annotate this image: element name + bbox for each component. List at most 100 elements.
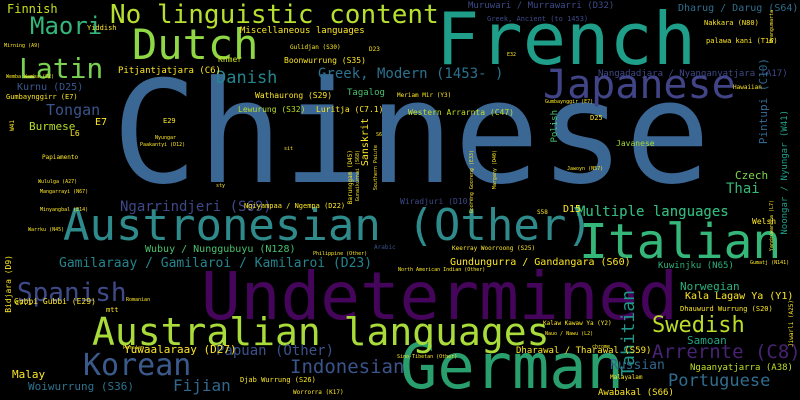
word-minyangbal: Minyangbal (E14) (40, 207, 89, 213)
word-meriam-mir: Meriam Mir (Y3) (397, 92, 452, 99)
word-french: French (436, 0, 697, 81)
word-pintupi: Pintupi (C10) (757, 58, 770, 145)
word-sino-tibetan: Sino-Tibetan (Other) (397, 354, 458, 360)
word-misc-languages: Miscellaneous languages (240, 26, 365, 36)
word-tongan: Tongan (46, 101, 101, 119)
word-papuan-other: Papuan (Other) (216, 343, 335, 359)
word-latin: Latin (19, 52, 104, 85)
word-kuwinjku: Kuwinjku (N65) (658, 261, 734, 271)
word-gamilaraay: Gamilaraay / Gamilaroi / Kamilaroi (D23) (59, 256, 373, 271)
word-sanskrit: Sanskrit (360, 118, 371, 167)
word-pitjantjatjara: Pitjantjatjara (C6) (118, 66, 221, 76)
word-spanish: Spanish (17, 278, 127, 308)
word-kalaw-kawaw-ya: Kalaw Kawaw Ya (Y2) (543, 320, 612, 327)
word-c71: L6 (70, 129, 80, 138)
word-multiple-languages-2: Multiple languages (577, 204, 729, 220)
word-palawa-kani: palawa kani (T16) (706, 37, 778, 45)
word-gunaikurnai: Gunaikurnai (S68) (355, 150, 361, 202)
word-e29: C7.1 (15, 299, 32, 307)
word-noongar: Noongar / Nyungar (W41) (780, 110, 790, 235)
word-greek-ancient: Greek, Ancient (to 1453) (487, 15, 589, 23)
word-wathaurong: Wathaurong (S29) (255, 91, 333, 100)
word-jaru: W41 (9, 120, 16, 131)
word-djab-wurrung: Djab Wurrung (S26) (240, 376, 316, 384)
word-lis: D15 (563, 204, 582, 215)
word-multiple-languages: Multiple languages (577, 204, 729, 220)
word-kurnu: Kurnu (D25) (17, 82, 84, 93)
word-north-american: North American Indian (Other) (398, 267, 486, 273)
word-fijian: Fijian (173, 376, 231, 395)
word-italian: Italian (579, 214, 782, 270)
word-chinese: Chinese (112, 51, 711, 216)
word-czech: Czech (735, 169, 769, 182)
word-gulidjan: Gulidjan (S30) (290, 44, 341, 51)
word-samoan: Samoan (687, 334, 727, 347)
word-arabic: Arabic (374, 244, 396, 251)
word-wubuy: Wubuy / Nunggubuyu (N128) (145, 244, 296, 255)
word-welsh: Welsh (752, 217, 777, 226)
word-southern-paiute: Southern Paiute (373, 145, 379, 191)
word-philippine: Philippine (Other) (313, 251, 368, 257)
word-finnish: Finnish (7, 2, 58, 16)
word-russian: Russian (610, 358, 665, 373)
word-jiwarli: Jiwarli (A25) (788, 300, 795, 347)
word-no-linguistic-content: No linguistic content (110, 0, 439, 30)
word-yiddish: Yiddish (87, 24, 117, 32)
word-nangadadjara: Nangadadjara / Nyanganyatjara (A17) (598, 69, 788, 79)
word-wemba-wemba: Wemba Wemba (S2) (6, 74, 55, 80)
word-worrorra: Worrorra (K17) (293, 389, 344, 396)
word-romanian: Romanian (126, 297, 151, 303)
word-mtt: mtt (106, 306, 119, 314)
word-portuguese: Portuguese (668, 371, 771, 391)
word-ngarrindjeri: Ngarrindjeri (S69) (120, 199, 272, 215)
word-yuwaalaraay: Yuwaalaraay (D27) (124, 343, 237, 356)
word-creoles: Mirning (A9) (4, 43, 41, 49)
word-nakkara: Nakkara (N80) (704, 19, 759, 27)
word-arrernte-c8: Arrernte (C8) (652, 341, 800, 363)
word-wululga: Mangarrayi (N67) (40, 189, 89, 195)
word-w41: D23 (369, 46, 380, 53)
word-wangaaybuwan: Paakantyi (D12) (140, 142, 186, 148)
word-papiamento: Papiamento (42, 154, 79, 161)
word-gooreng: Gooreng Gooreng (E33) (469, 150, 475, 214)
word-danish: Danish (216, 68, 278, 88)
word-maori: Maori (30, 12, 103, 40)
word-sit: S6 (376, 132, 383, 138)
word-malay: Malay (12, 368, 46, 381)
word-dharawal: Dharawal / Tharawal (S59) (516, 346, 652, 356)
word-gundungurra: Gundungurra / Gandangara (S60) (450, 257, 631, 268)
word-indonesian: Indonesian (290, 356, 405, 378)
word-norwegian: Norwegian (680, 280, 740, 293)
word-barunggam: Barunggam (D45) (347, 150, 354, 205)
word-tagalog: Tagalog (347, 88, 385, 98)
word-hawaiian: Hawaiian (733, 84, 762, 91)
word-nauo: Nauo / Nawu (L2) (545, 331, 594, 337)
word-korean: Korean (83, 348, 192, 383)
word-undetermined: Undetermined (201, 258, 678, 335)
word-japanese: Japanese (543, 62, 736, 108)
word-gumbaynggirr: Gumbaynggirr (E7) (6, 93, 78, 101)
word-yandruwandha: Yandruwandha (L7) (769, 200, 775, 252)
word-gubbi-gubbi: Gubbi Gubbi (E29) (14, 297, 96, 306)
word-malayalam: Malayalam (610, 374, 643, 381)
word-kala-lagaw-ya: Kala Lagaw Ya (Y1) (685, 291, 794, 302)
word-lewurung: Lewurung (S32) (238, 105, 306, 114)
word-sty: E32 (507, 52, 517, 58)
word-swedish: Swedish (652, 313, 745, 338)
word-dharug: Dharug / Darug (S64) (678, 3, 799, 14)
word-keerray: Keerray Woorroong (S25) (452, 245, 536, 252)
word-boonwurrung: Boonwurrung (S35) (284, 56, 366, 65)
word-gumatj: Gumatj (N141) (750, 260, 790, 266)
word-gri: E7 (95, 117, 108, 128)
word-thai: Thai (726, 181, 760, 197)
word-bidjara: Bidjara (D9) (4, 255, 13, 313)
word-warrku: Warrku (N45) (28, 227, 65, 233)
word-javanese: Javanese (616, 139, 655, 148)
word-jawoyn: Jawoyn (N57) (567, 166, 604, 172)
word-awabakal: Awabakal (S66) (598, 388, 674, 398)
word-margany: Margany (D40) (492, 150, 498, 190)
word-woiwurrung-s36: Woiwurrung (S36) (28, 380, 134, 393)
word-persian: Persian (123, 345, 145, 351)
word-mangarrayi: Gumbaynggir (E7) (545, 99, 594, 105)
